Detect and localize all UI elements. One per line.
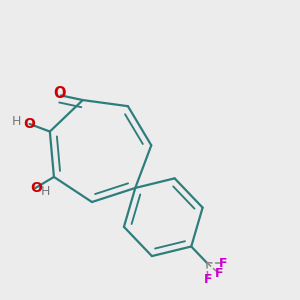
Text: O: O bbox=[53, 86, 65, 101]
Text: H: H bbox=[11, 115, 21, 128]
Text: H: H bbox=[41, 184, 51, 197]
Text: O: O bbox=[23, 117, 35, 131]
Text: F: F bbox=[215, 267, 224, 280]
Text: O: O bbox=[30, 181, 42, 195]
Text: F: F bbox=[204, 273, 212, 286]
Text: F: F bbox=[219, 256, 228, 270]
